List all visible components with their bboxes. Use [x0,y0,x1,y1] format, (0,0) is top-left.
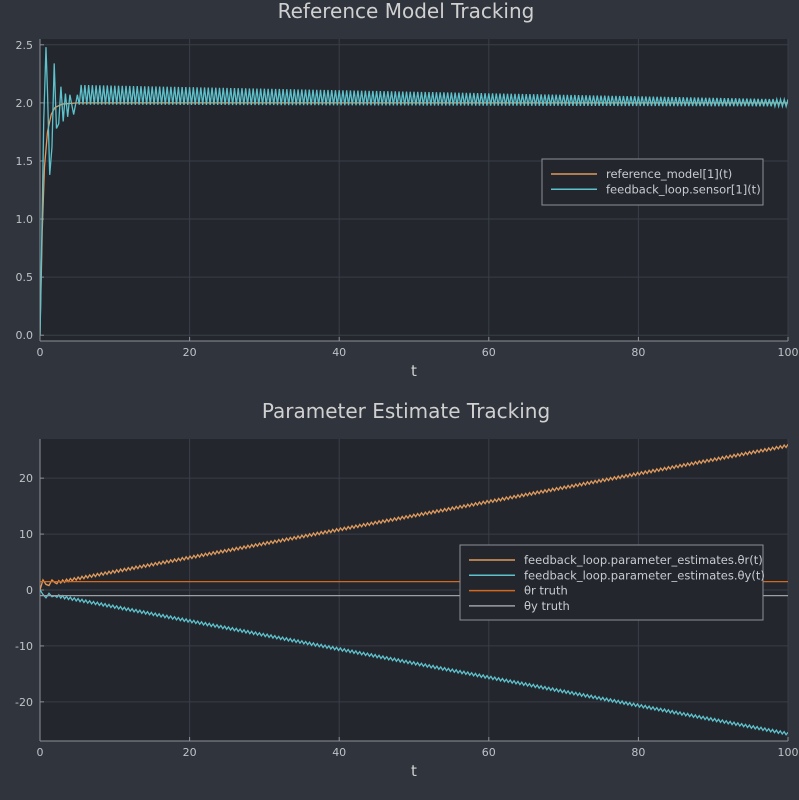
legend-label: θr truth [524,584,568,598]
legend-label: feedback_loop.sensor[1](t) [606,182,761,196]
legend: feedback_loop.parameter_estimates.θr(t)f… [459,544,765,621]
series-line [40,589,788,736]
x-tick-label: 20 [183,346,197,359]
y-tick-label: 0 [26,584,33,597]
x-tick-label: 40 [332,746,346,759]
y-tick-label: -10 [15,640,33,653]
chart-title: Reference Model Tracking [278,0,535,23]
chart-1: Reference Model Tracking 0 20 40 60 80 100 0.0 0… [16,0,799,380]
x-tick-label: 0 [37,746,44,759]
x-tick-label: 20 [183,746,197,759]
legend-label: reference_model[1](t) [606,167,732,181]
legend: reference_model[1](t)feedback_loop.senso… [541,158,764,206]
y-tick-label: 2.0 [16,97,34,110]
x-tick-label: 40 [332,346,346,359]
x-axis-label: t [411,362,417,380]
x-tick-label: 80 [631,746,645,759]
x-axis-label: t [411,762,417,780]
y-tick-label: -20 [15,696,33,709]
chart-title: Parameter Estimate Tracking [262,399,550,423]
series-line [40,47,788,336]
y-tick-label: 1.5 [16,155,34,168]
x-tick-label: 80 [631,346,645,359]
y-tick-label: 0.0 [16,329,34,342]
legend-box [459,544,764,621]
y-tick-label: 20 [19,472,33,485]
legend-label: θy truth [524,599,570,613]
x-tick-label: 100 [778,346,799,359]
series-line [40,443,788,591]
legend-box [541,158,764,206]
series-group [40,47,788,336]
x-tick-label: 100 [778,746,799,759]
series-line [40,102,788,336]
legend-label: feedback_loop.parameter_estimates.θy(t) [524,568,765,582]
x-tick-label: 60 [482,346,496,359]
y-tick-label: 10 [19,528,33,541]
x-tick-label: 0 [37,346,44,359]
y-tick-label: 0.5 [16,271,34,284]
x-tick-label: 60 [482,746,496,759]
y-tick-label: 2.5 [16,39,34,52]
y-tick-label: 1.0 [16,213,34,226]
legend-label: feedback_loop.parameter_estimates.θr(t) [524,553,763,567]
